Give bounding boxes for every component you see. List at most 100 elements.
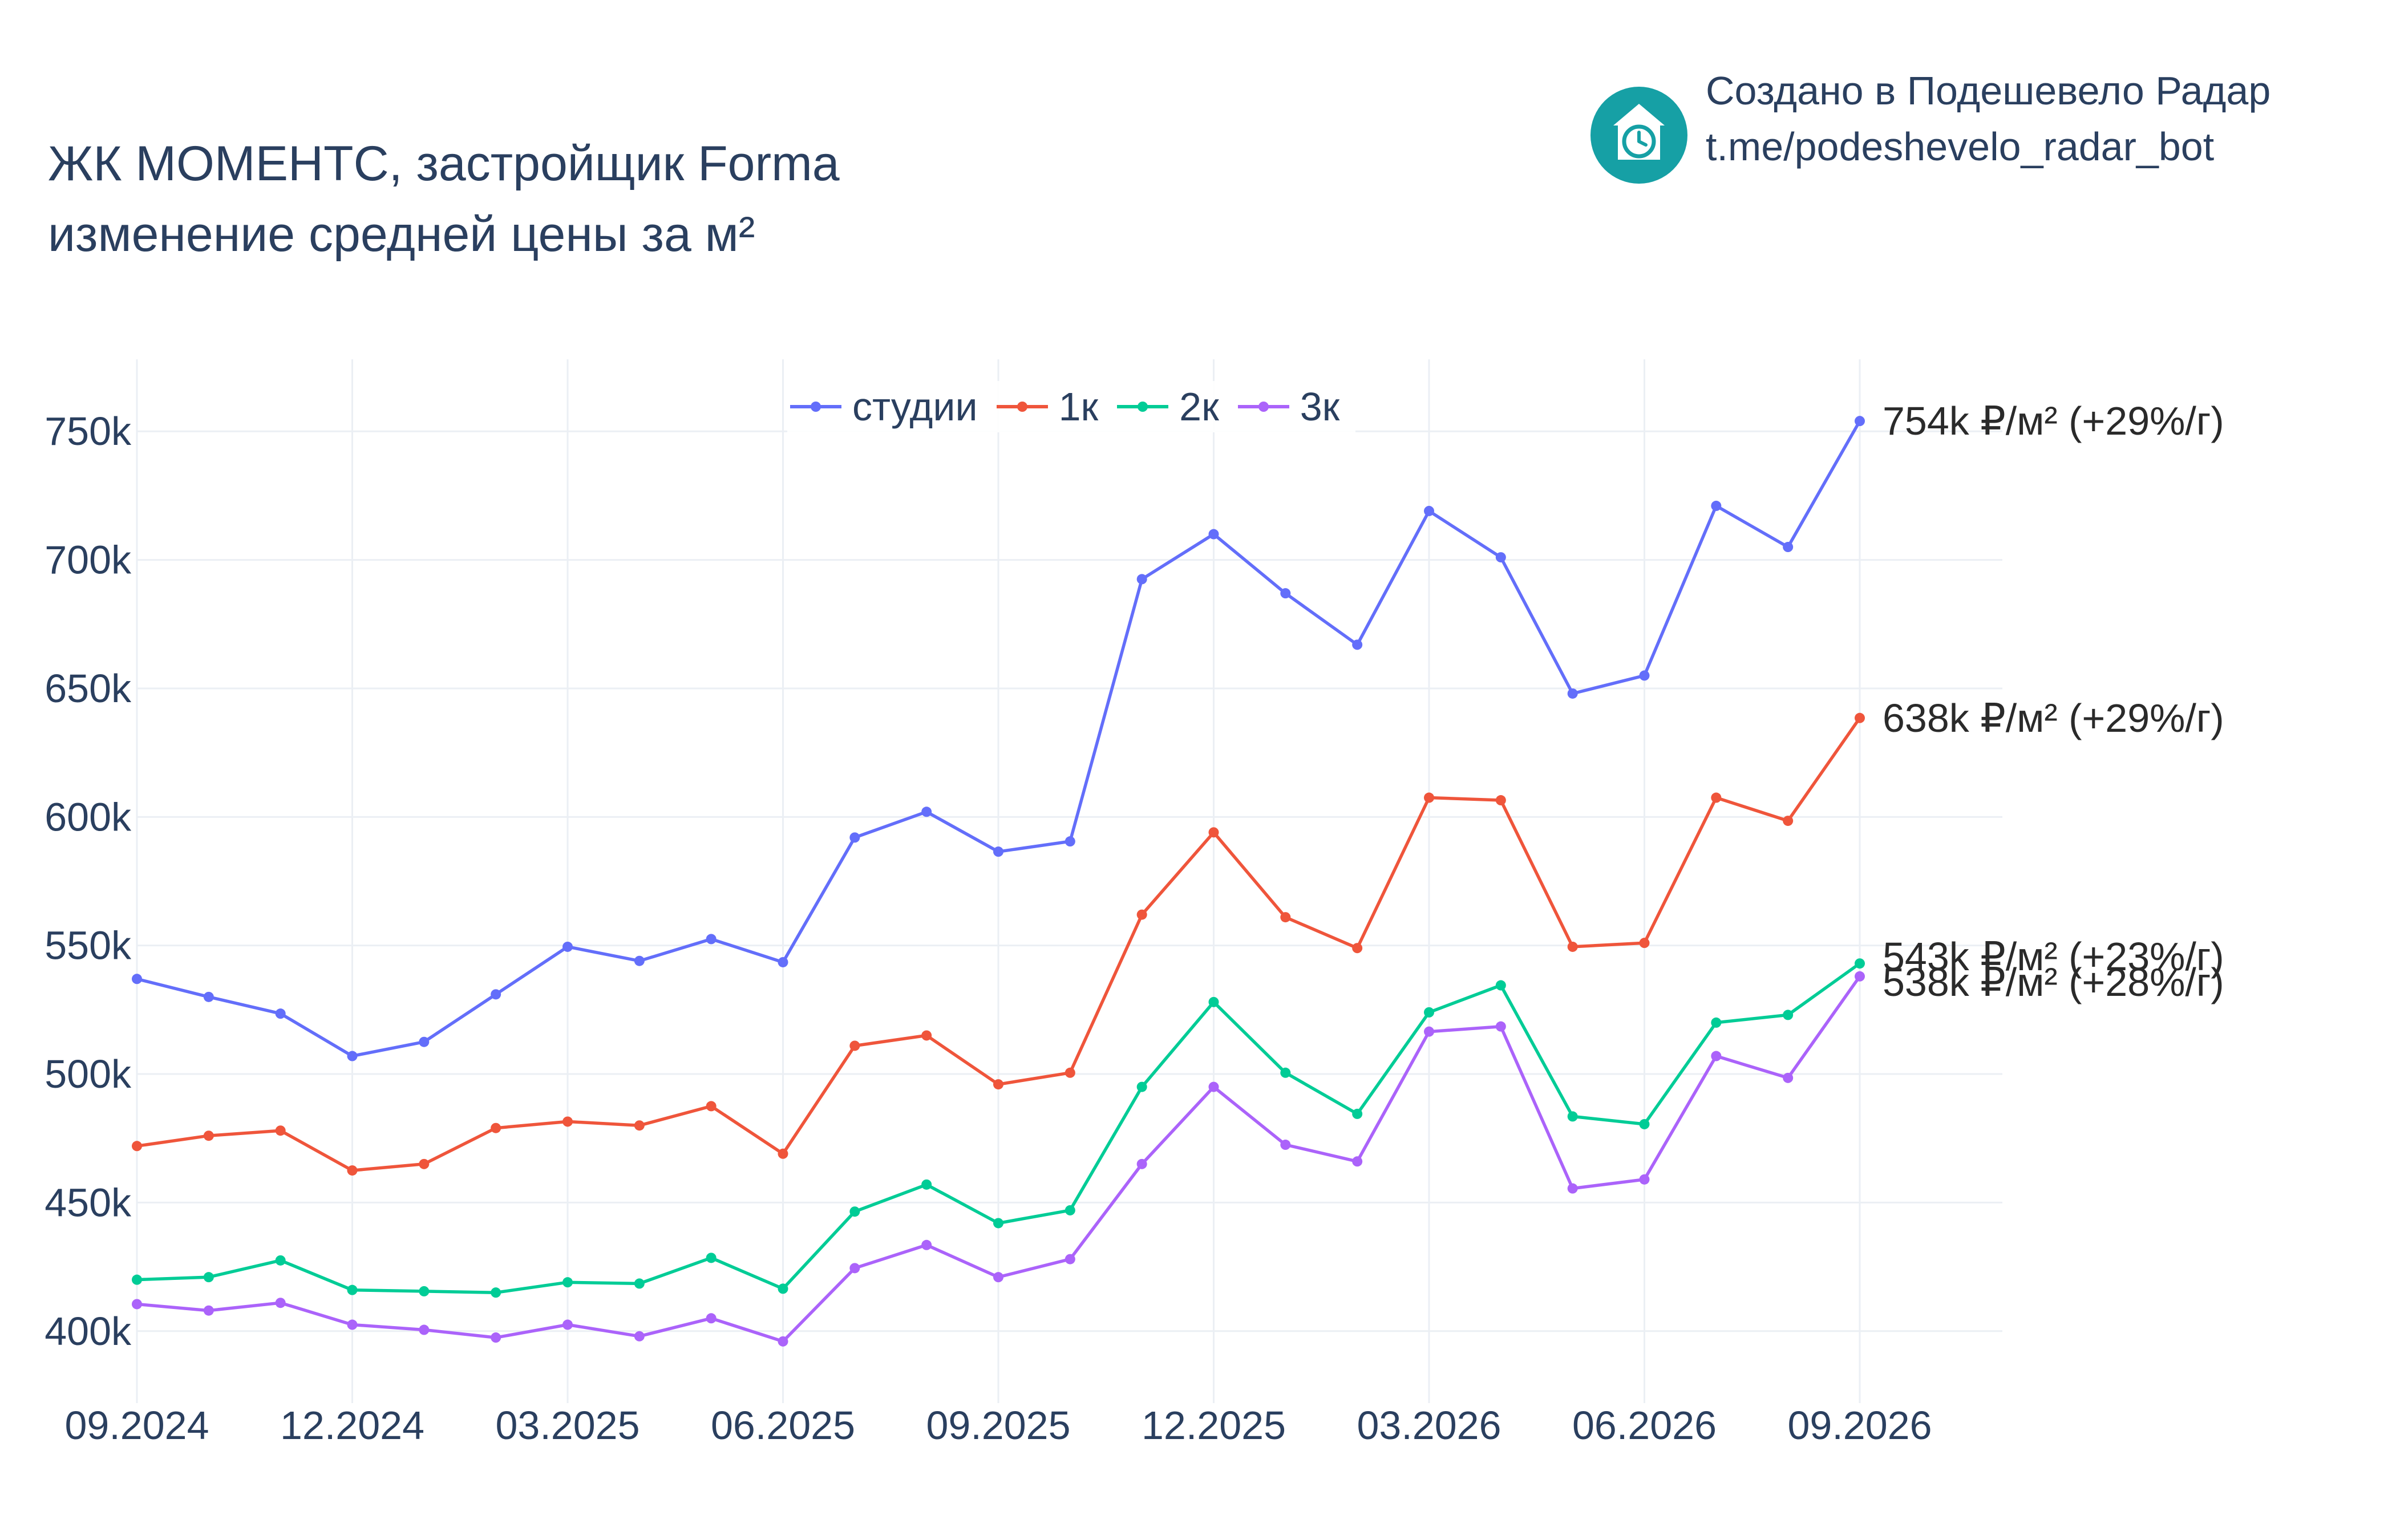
legend-swatch bbox=[1117, 402, 1169, 412]
data-point bbox=[347, 1051, 358, 1061]
data-point bbox=[1783, 542, 1794, 553]
data-point bbox=[203, 1305, 214, 1316]
data-point bbox=[1495, 795, 1506, 806]
data-point bbox=[562, 1319, 573, 1330]
data-point bbox=[1783, 1010, 1794, 1020]
grid-lines bbox=[136, 359, 2002, 1403]
data-point bbox=[132, 1141, 142, 1152]
branding-text: Создано в Подешевело Радар t.me/podeshev… bbox=[1706, 63, 2270, 175]
x-tick-label: 06.2025 bbox=[711, 1403, 855, 1448]
data-point bbox=[491, 1332, 501, 1343]
y-tick-label: 450k bbox=[44, 1180, 132, 1225]
data-point bbox=[1136, 909, 1147, 920]
data-point bbox=[778, 1148, 788, 1159]
data-point bbox=[1783, 816, 1794, 826]
house-clock-icon bbox=[1590, 87, 1687, 184]
data-point bbox=[275, 1125, 286, 1136]
data-point bbox=[634, 1120, 645, 1131]
y-tick-label: 700k bbox=[44, 538, 132, 582]
data-point bbox=[491, 989, 501, 1000]
branding-link[interactable]: t.me/podeshevelo_radar_bot bbox=[1706, 124, 2215, 169]
data-point bbox=[993, 846, 1003, 857]
legend-label: студии bbox=[852, 384, 978, 429]
x-tick-label: 12.2024 bbox=[280, 1403, 424, 1448]
chart-legend: студии 1к 2к 3к bbox=[787, 381, 1356, 432]
data-point bbox=[849, 1040, 860, 1051]
data-point bbox=[1855, 971, 1865, 982]
data-point bbox=[1495, 552, 1506, 563]
data-point bbox=[1855, 958, 1865, 969]
end-label: 638k ₽/м² (+29%/г) bbox=[1883, 696, 2224, 740]
data-point bbox=[993, 1079, 1003, 1090]
data-point bbox=[1711, 1017, 1722, 1028]
data-point bbox=[849, 1263, 860, 1274]
data-point bbox=[132, 974, 142, 984]
data-point bbox=[562, 941, 573, 952]
data-point bbox=[993, 1272, 1003, 1283]
x-tick-label: 09.2025 bbox=[926, 1403, 1070, 1448]
data-point bbox=[921, 1239, 932, 1250]
data-point bbox=[1136, 1158, 1147, 1169]
data-point bbox=[275, 1008, 286, 1019]
branding-line-1: Создано в Подешевело Радар bbox=[1706, 68, 2271, 113]
data-point bbox=[203, 1130, 214, 1141]
data-point bbox=[203, 1272, 214, 1283]
data-point bbox=[1639, 938, 1650, 949]
series-lines bbox=[132, 416, 1865, 1347]
data-point bbox=[993, 1218, 1003, 1229]
data-point bbox=[1208, 827, 1219, 838]
legend-item[interactable]: студии bbox=[787, 384, 978, 429]
chart-title: ЖК МОМЕНТС, застройщик Forma изменение с… bbox=[48, 128, 840, 270]
data-point bbox=[1280, 912, 1291, 923]
data-point bbox=[778, 1283, 788, 1294]
data-point bbox=[132, 1274, 142, 1285]
data-point bbox=[1208, 996, 1219, 1007]
data-point bbox=[1352, 1156, 1363, 1167]
data-point bbox=[1495, 1021, 1506, 1032]
data-point bbox=[419, 1324, 430, 1335]
data-point bbox=[419, 1286, 430, 1296]
legend-swatch bbox=[790, 402, 841, 412]
data-point bbox=[419, 1158, 430, 1169]
data-point bbox=[491, 1122, 501, 1133]
legend-swatch bbox=[996, 402, 1048, 412]
data-point bbox=[706, 1253, 717, 1263]
y-tick-label: 650k bbox=[44, 666, 132, 711]
data-point bbox=[1352, 943, 1363, 954]
end-label: 543k ₽/м² (+23%/г) bbox=[1883, 934, 2224, 979]
series-3к bbox=[132, 971, 1865, 1347]
data-point bbox=[1711, 792, 1722, 803]
legend-label: 3к bbox=[1300, 384, 1340, 429]
data-point bbox=[1639, 1118, 1650, 1129]
data-point bbox=[132, 1299, 142, 1310]
data-point bbox=[1065, 1254, 1075, 1265]
title-line-2: изменение средней цены за м² bbox=[48, 207, 755, 262]
data-point bbox=[1711, 1051, 1722, 1061]
x-tick-label: 09.2024 bbox=[64, 1403, 209, 1448]
series-1к bbox=[132, 712, 1865, 1176]
legend-item[interactable]: 2к bbox=[1114, 384, 1219, 429]
data-point bbox=[347, 1165, 358, 1176]
y-tick-label: 750k bbox=[44, 409, 132, 453]
data-point bbox=[562, 1277, 573, 1288]
legend-item[interactable]: 1к bbox=[994, 384, 1098, 429]
data-point bbox=[203, 991, 214, 1002]
y-tick-label: 600k bbox=[44, 795, 132, 839]
data-point bbox=[1424, 1026, 1434, 1037]
title-line-1: ЖК МОМЕНТС, застройщик Forma bbox=[48, 136, 840, 191]
data-point bbox=[1280, 1067, 1291, 1078]
data-point bbox=[275, 1298, 286, 1308]
data-point bbox=[1065, 1067, 1075, 1078]
y-tick-label: 400k bbox=[44, 1309, 132, 1353]
data-point bbox=[1639, 670, 1650, 681]
y-tick-label: 550k bbox=[44, 923, 132, 968]
data-point bbox=[419, 1036, 430, 1047]
data-point bbox=[634, 1331, 645, 1342]
data-point bbox=[347, 1284, 358, 1295]
data-point bbox=[1352, 1108, 1363, 1119]
data-point bbox=[275, 1255, 286, 1266]
legend-item[interactable]: 3к bbox=[1235, 384, 1340, 429]
data-point bbox=[706, 1313, 717, 1324]
data-point bbox=[1567, 1111, 1578, 1122]
